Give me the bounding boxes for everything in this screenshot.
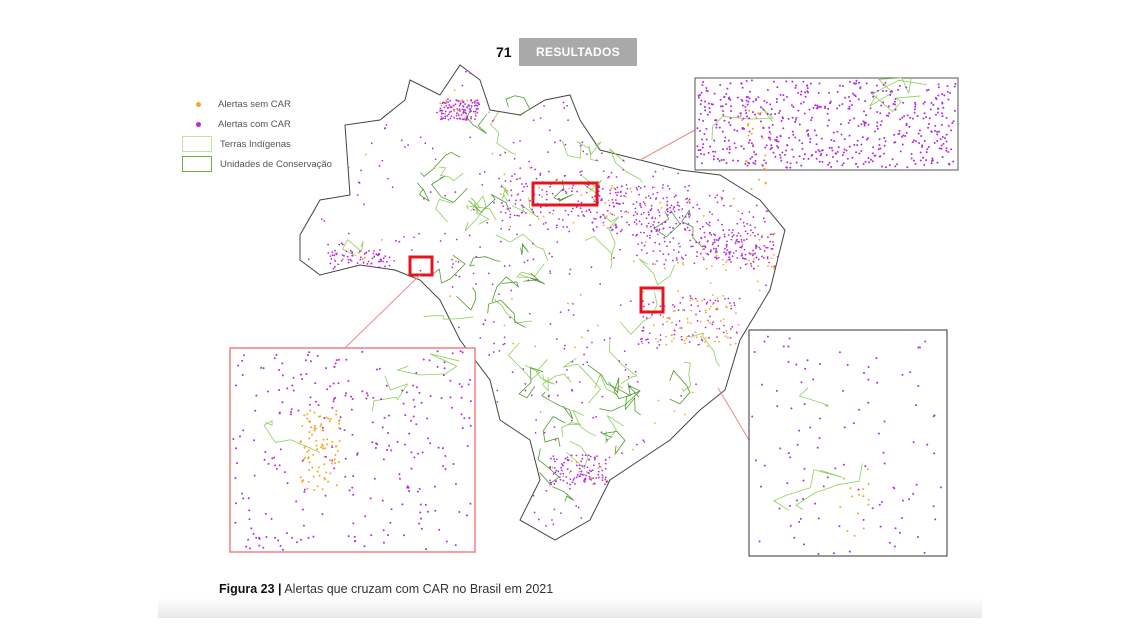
orange-dot-icon: [196, 101, 201, 107]
legend-item-sem-car: Alertas sem CAR: [182, 94, 332, 114]
legend-item-com-car: Alertas com CAR: [182, 114, 332, 134]
protected-areas-lines: [341, 95, 721, 502]
connector-line: [717, 387, 753, 446]
inset-map-north: [694, 77, 959, 190]
purple-dot-icon: [196, 121, 201, 127]
legend-item-terras-indigenas: Terras Indígenas: [182, 134, 332, 154]
legend-item-unidades-conservacao: Unidades de Conservação: [182, 154, 332, 174]
green-box-icon: [182, 156, 212, 172]
light-green-box-icon: [182, 136, 212, 152]
page-footer-shadow: [158, 598, 982, 618]
section-label: RESULTADOS: [519, 38, 637, 66]
highlight-box-north: [531, 181, 599, 207]
highlight-boxes: [408, 181, 665, 314]
map-legend: Alertas sem CAR Alertas com CAR Terras I…: [182, 94, 332, 174]
figure-caption: Figura 23 | Alertas que cruzam com CAR n…: [219, 582, 554, 596]
highlight-box-center: [639, 286, 665, 314]
highlight-box-west: [408, 255, 434, 277]
connector-line: [639, 129, 696, 161]
page-number: 71: [496, 44, 512, 60]
alert-dots: [307, 70, 779, 527]
brazil-outline: [299, 64, 786, 541]
inset-map-west: [229, 347, 476, 553]
inset-map-center: [748, 329, 948, 557]
connector-line: [344, 274, 421, 349]
